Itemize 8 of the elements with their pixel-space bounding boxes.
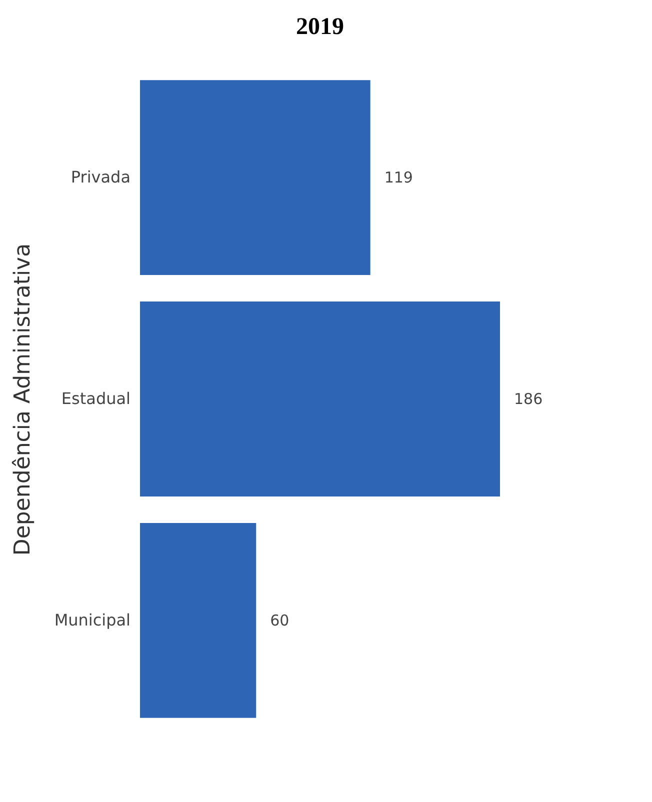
y-axis-title: Dependência Administrativa	[10, 243, 36, 556]
chart-title: 2019	[296, 14, 344, 40]
data-label: 186	[514, 390, 543, 408]
data-label: 60	[270, 611, 290, 630]
y-tick-label: Municipal	[54, 610, 130, 630]
data-label: 119	[384, 168, 413, 187]
y-tick-label: Privada	[70, 168, 130, 187]
y-tick-label: Estadual	[61, 389, 130, 408]
